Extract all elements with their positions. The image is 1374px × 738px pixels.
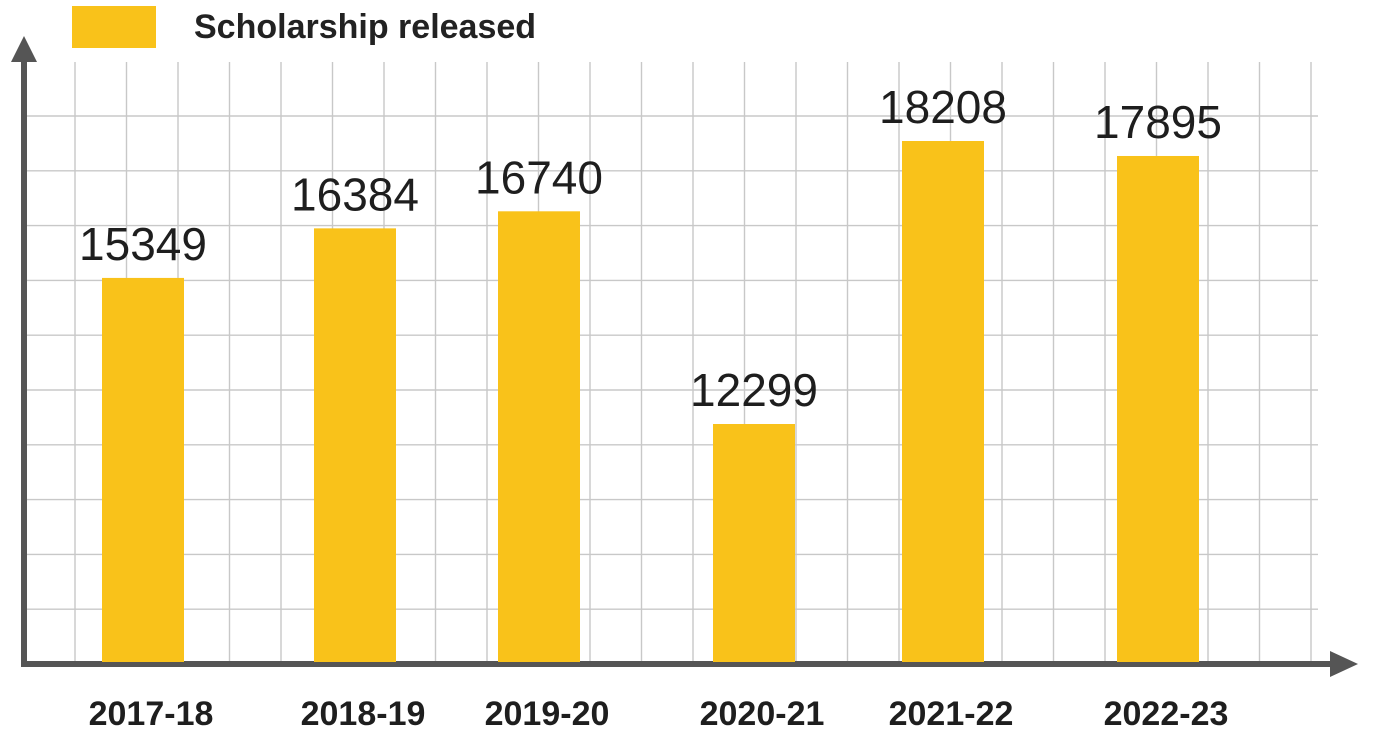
bar-2019-20: [498, 211, 580, 662]
x-tick-label-2017-18: 2017-18: [89, 695, 214, 733]
x-tick-label-2018-19: 2018-19: [301, 695, 426, 733]
x-axis-arrow-icon: [1330, 651, 1358, 677]
bar-2017-18: [102, 277, 184, 662]
axes: [11, 36, 1358, 677]
legend: Scholarship released: [72, 6, 536, 48]
x-tick-label-2022-23: 2022-23: [1104, 695, 1229, 733]
value-label-2022-23: 17895: [1094, 96, 1222, 148]
x-tick-label-2019-20: 2019-20: [485, 695, 610, 733]
x-tick-label-2020-21: 2020-21: [700, 695, 825, 733]
value-label-2018-19: 16384: [291, 168, 419, 220]
value-label-2020-21: 12299: [690, 364, 818, 416]
value-label-2021-22: 18208: [879, 81, 1007, 133]
bar-2022-23: [1117, 155, 1199, 662]
legend-label: Scholarship released: [194, 8, 536, 46]
value-label-2019-20: 16740: [475, 151, 603, 203]
value-label-2017-18: 15349: [79, 218, 207, 270]
bars: [102, 141, 1199, 662]
legend-swatch: [72, 6, 156, 48]
bar-2018-19: [314, 228, 396, 662]
bar-2021-22: [902, 141, 984, 662]
y-axis-arrow-icon: [11, 36, 37, 62]
x-tick-label-2021-22: 2021-22: [889, 695, 1014, 733]
bar-2020-21: [713, 424, 795, 662]
value-labels: 15349 16384 16740 12299 18208 17895: [79, 81, 1222, 416]
x-tick-labels: 2017-18 2018-19 2019-20 2020-21 2021-22 2022-…: [89, 695, 1229, 733]
